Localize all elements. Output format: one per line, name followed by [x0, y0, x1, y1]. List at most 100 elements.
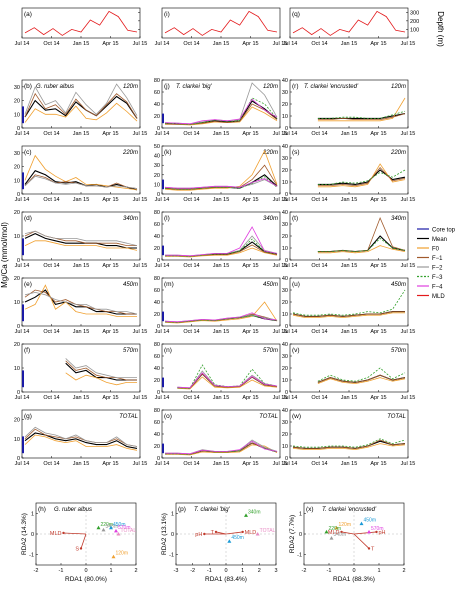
x-tick-label: Apr 15 [370, 461, 386, 467]
legend-label: F−3 [432, 275, 443, 281]
x-axis-label: RDA1 (88.3%) [333, 576, 375, 583]
panel-letter: (d) [24, 215, 32, 222]
vector-tip [203, 532, 206, 536]
y-tick-label: 10 [14, 300, 20, 306]
depth-label: 450m [123, 282, 138, 288]
series-line [24, 240, 138, 251]
y-tick-label: 10 [14, 366, 20, 372]
series-line [24, 154, 138, 191]
y-tick-label: 0 [285, 456, 288, 462]
y-tick-label: 20 [14, 418, 20, 424]
x-tick-label: Jan 15 [213, 461, 230, 467]
y-tick-label: 60 [154, 288, 160, 294]
score-label: 120m [116, 551, 129, 557]
series-line [292, 312, 405, 319]
y-tick-label: 20 [154, 378, 160, 384]
x-tick-label: Jul 15 [401, 329, 416, 335]
y-tick-label: 40 [282, 144, 288, 150]
x-tick-label: Jan 15 [73, 329, 90, 335]
x-tick-label: Oct 14 [43, 197, 59, 203]
x-tick-label: Jul 14 [15, 329, 30, 335]
series-line [164, 301, 278, 324]
score-point [244, 513, 248, 517]
y-tick-label: 10 [14, 437, 20, 443]
vector-tip [79, 547, 83, 550]
score-point [334, 525, 339, 530]
x-tick-label: Jul 15 [401, 131, 416, 137]
panel-i: (i) Jul 14 Oct 14 Jan 15 Apr 15 Jul 15 [155, 7, 287, 47]
score-label: 220m [101, 522, 114, 528]
x-tick-label: Jul 14 [15, 395, 30, 401]
y-tick-label: 30 [282, 420, 288, 426]
series-line [292, 289, 406, 316]
x-tick-label: Jul 15 [133, 131, 148, 137]
legend-label: Core top [432, 227, 456, 233]
y-tick-label: 0 [17, 390, 20, 396]
panel-letter: (p) [178, 506, 186, 513]
y-tick-label: 20 [154, 246, 160, 252]
series-line [165, 226, 278, 257]
y-tick-label: 0 [171, 532, 174, 538]
panel-o: (o)Jul 14 Oct 14 Jan 15 Apr 15 Jul 150204060… [154, 408, 287, 467]
x-tick-label: Jan 15 [73, 461, 90, 467]
series-line [317, 245, 406, 254]
panel-a: (a) Jul 14 Oct 14 Jan 15 Apr 15 Jul 15 [15, 7, 147, 47]
panel-letter: (f) [24, 347, 30, 354]
y-tick-label: 30 [282, 288, 288, 294]
y-tick-label: 0 [157, 390, 160, 396]
panel-c: (c) Jul 14 Oct 14 Jan 15 Apr 15 Jul 15 0 10 20 30… [14, 145, 147, 203]
x-tick-label: Apr 15 [102, 329, 118, 335]
x-tick-label: Apr 15 [242, 131, 258, 137]
panel-t: (t) Jul 14 Oct 14 Jan 15 Apr 15 Jul 15 0 10 20 30… [282, 210, 415, 269]
panel-letter: (w) [292, 413, 301, 420]
score-label: 340m [248, 509, 261, 515]
series-line [317, 97, 406, 122]
x-tick-label: Jul 14 [155, 395, 170, 401]
series-line [164, 312, 278, 323]
x-tick-label: 2 [258, 568, 261, 574]
x-tick-label: -2 [34, 568, 39, 574]
x-tick-label: Jul 14 [155, 461, 170, 467]
series-line [24, 170, 138, 191]
series-line [292, 443, 406, 451]
x-tick-label: Oct 14 [311, 395, 327, 401]
legend: Core top Mean F0 F−1 F−2 F−3 F−4 MLD [417, 227, 456, 300]
x-tick-label: Jan 15 [213, 395, 230, 401]
x-tick-label: Oct 14 [43, 329, 59, 335]
x-tick-label: Jan 15 [341, 197, 358, 203]
y-tick-label: 0 [17, 192, 20, 198]
y-tick-label: 80 [154, 276, 160, 282]
vector-label: MLD [50, 531, 62, 537]
panel-letter: (q) [292, 11, 300, 18]
series-line [164, 315, 278, 323]
depth-label: 340m [263, 216, 278, 222]
series-line [164, 10, 278, 36]
y-tick-label: 10 [282, 246, 288, 252]
series-line [164, 176, 278, 190]
core-top-bar [22, 172, 24, 190]
y-tick-label: 20 [154, 114, 160, 120]
x-axis-label: RDA1 (83.4%) [205, 576, 247, 583]
y-tick-label: 20 [154, 173, 160, 179]
panel-letter: (i) [164, 11, 170, 18]
x-tick-label: Jan 15 [341, 329, 358, 335]
panel-d: (d) Jul 14 Oct 14 Jan 15 Apr 15 Jul 15 0 10 20 34… [14, 210, 147, 269]
series-line [24, 102, 138, 123]
x-tick-label: Jan 15 [341, 395, 358, 401]
depth-label: 120m [263, 84, 278, 90]
vector-label: pH [195, 532, 202, 538]
x-tick-label: Jul 15 [401, 461, 416, 467]
x-tick-label: Jan 15 [213, 329, 230, 335]
x-tick-label: Jul 15 [133, 395, 148, 401]
x-tick-label: Oct 14 [183, 131, 199, 137]
y-tick-label: 20 [14, 165, 20, 171]
y-tick-label: 0 [157, 126, 160, 132]
y-tick-label: 20 [282, 102, 288, 108]
panel-letter: (l) [164, 215, 170, 222]
panel-letter: (c) [24, 149, 32, 156]
series-line [317, 237, 406, 253]
panel-s: (s) Jul 14 Oct 14 Jan 15 Apr 15 Jul 15 0 10 20 30… [282, 144, 415, 203]
x-tick-label: 0 [352, 568, 355, 574]
x-tick-label: Jan 15 [213, 41, 230, 47]
